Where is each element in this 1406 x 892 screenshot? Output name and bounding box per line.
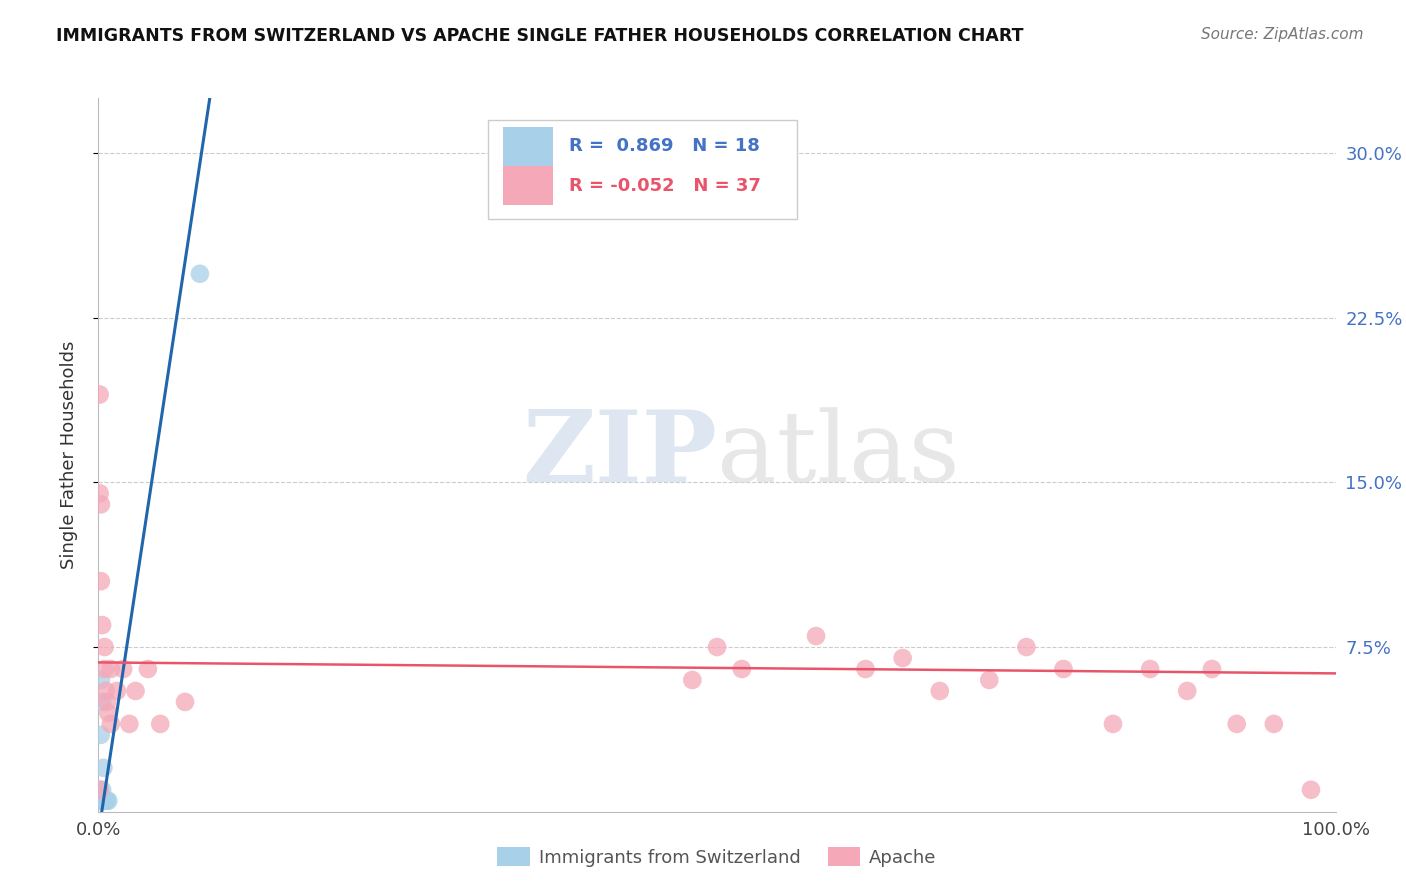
Point [804,629,827,643]
Point [681,673,703,687]
Legend: Immigrants from Switzerland, Apache: Immigrants from Switzerland, Apache [491,840,943,874]
Point [89,782,111,797]
FancyBboxPatch shape [503,127,553,166]
Point [93,794,115,808]
Point [97,706,120,720]
Point [89,782,111,797]
Point [94,684,117,698]
Point [112,662,135,676]
Text: ZIP: ZIP [522,407,717,503]
Point [188,267,211,281]
Point [706,640,728,654]
Point [89,794,111,808]
FancyBboxPatch shape [488,120,797,219]
Point [90,794,112,808]
Point [100,717,122,731]
Point [90,497,112,511]
Point [93,662,115,676]
Point [93,794,115,808]
Point [91,618,114,632]
Point [89,387,111,401]
Point [90,728,112,742]
Point [731,662,754,676]
Point [855,662,877,676]
Point [1226,717,1249,731]
Point [90,574,112,589]
Point [149,717,172,731]
Point [928,684,950,698]
Point [97,794,120,808]
Point [1263,717,1285,731]
Point [93,761,115,775]
Point [1052,662,1074,676]
Point [124,684,146,698]
Point [89,486,111,500]
Point [91,794,114,808]
Text: atlas: atlas [717,407,960,503]
Point [91,782,114,797]
Point [136,662,159,676]
Point [100,662,122,676]
Point [1015,640,1038,654]
Text: R = -0.052   N = 37: R = -0.052 N = 37 [568,177,761,194]
Text: IMMIGRANTS FROM SWITZERLAND VS APACHE SINGLE FATHER HOUSEHOLDS CORRELATION CHART: IMMIGRANTS FROM SWITZERLAND VS APACHE SI… [56,27,1024,45]
Point [91,695,114,709]
Point [118,717,141,731]
Point [96,695,118,709]
Point [93,640,115,654]
Point [1175,684,1198,698]
Point [90,673,112,687]
Text: Source: ZipAtlas.com: Source: ZipAtlas.com [1201,27,1364,42]
Point [89,794,111,808]
Point [1139,662,1161,676]
Point [174,695,197,709]
FancyBboxPatch shape [503,166,553,205]
Text: R =  0.869   N = 18: R = 0.869 N = 18 [568,137,759,155]
Point [1102,717,1125,731]
Point [1299,782,1322,797]
Point [93,794,115,808]
Point [105,684,128,698]
Point [94,794,117,808]
Point [891,651,914,665]
Y-axis label: Single Father Households: Single Father Households [59,341,77,569]
Point [96,794,118,808]
Point [90,794,112,808]
Point [1201,662,1223,676]
Point [979,673,1001,687]
